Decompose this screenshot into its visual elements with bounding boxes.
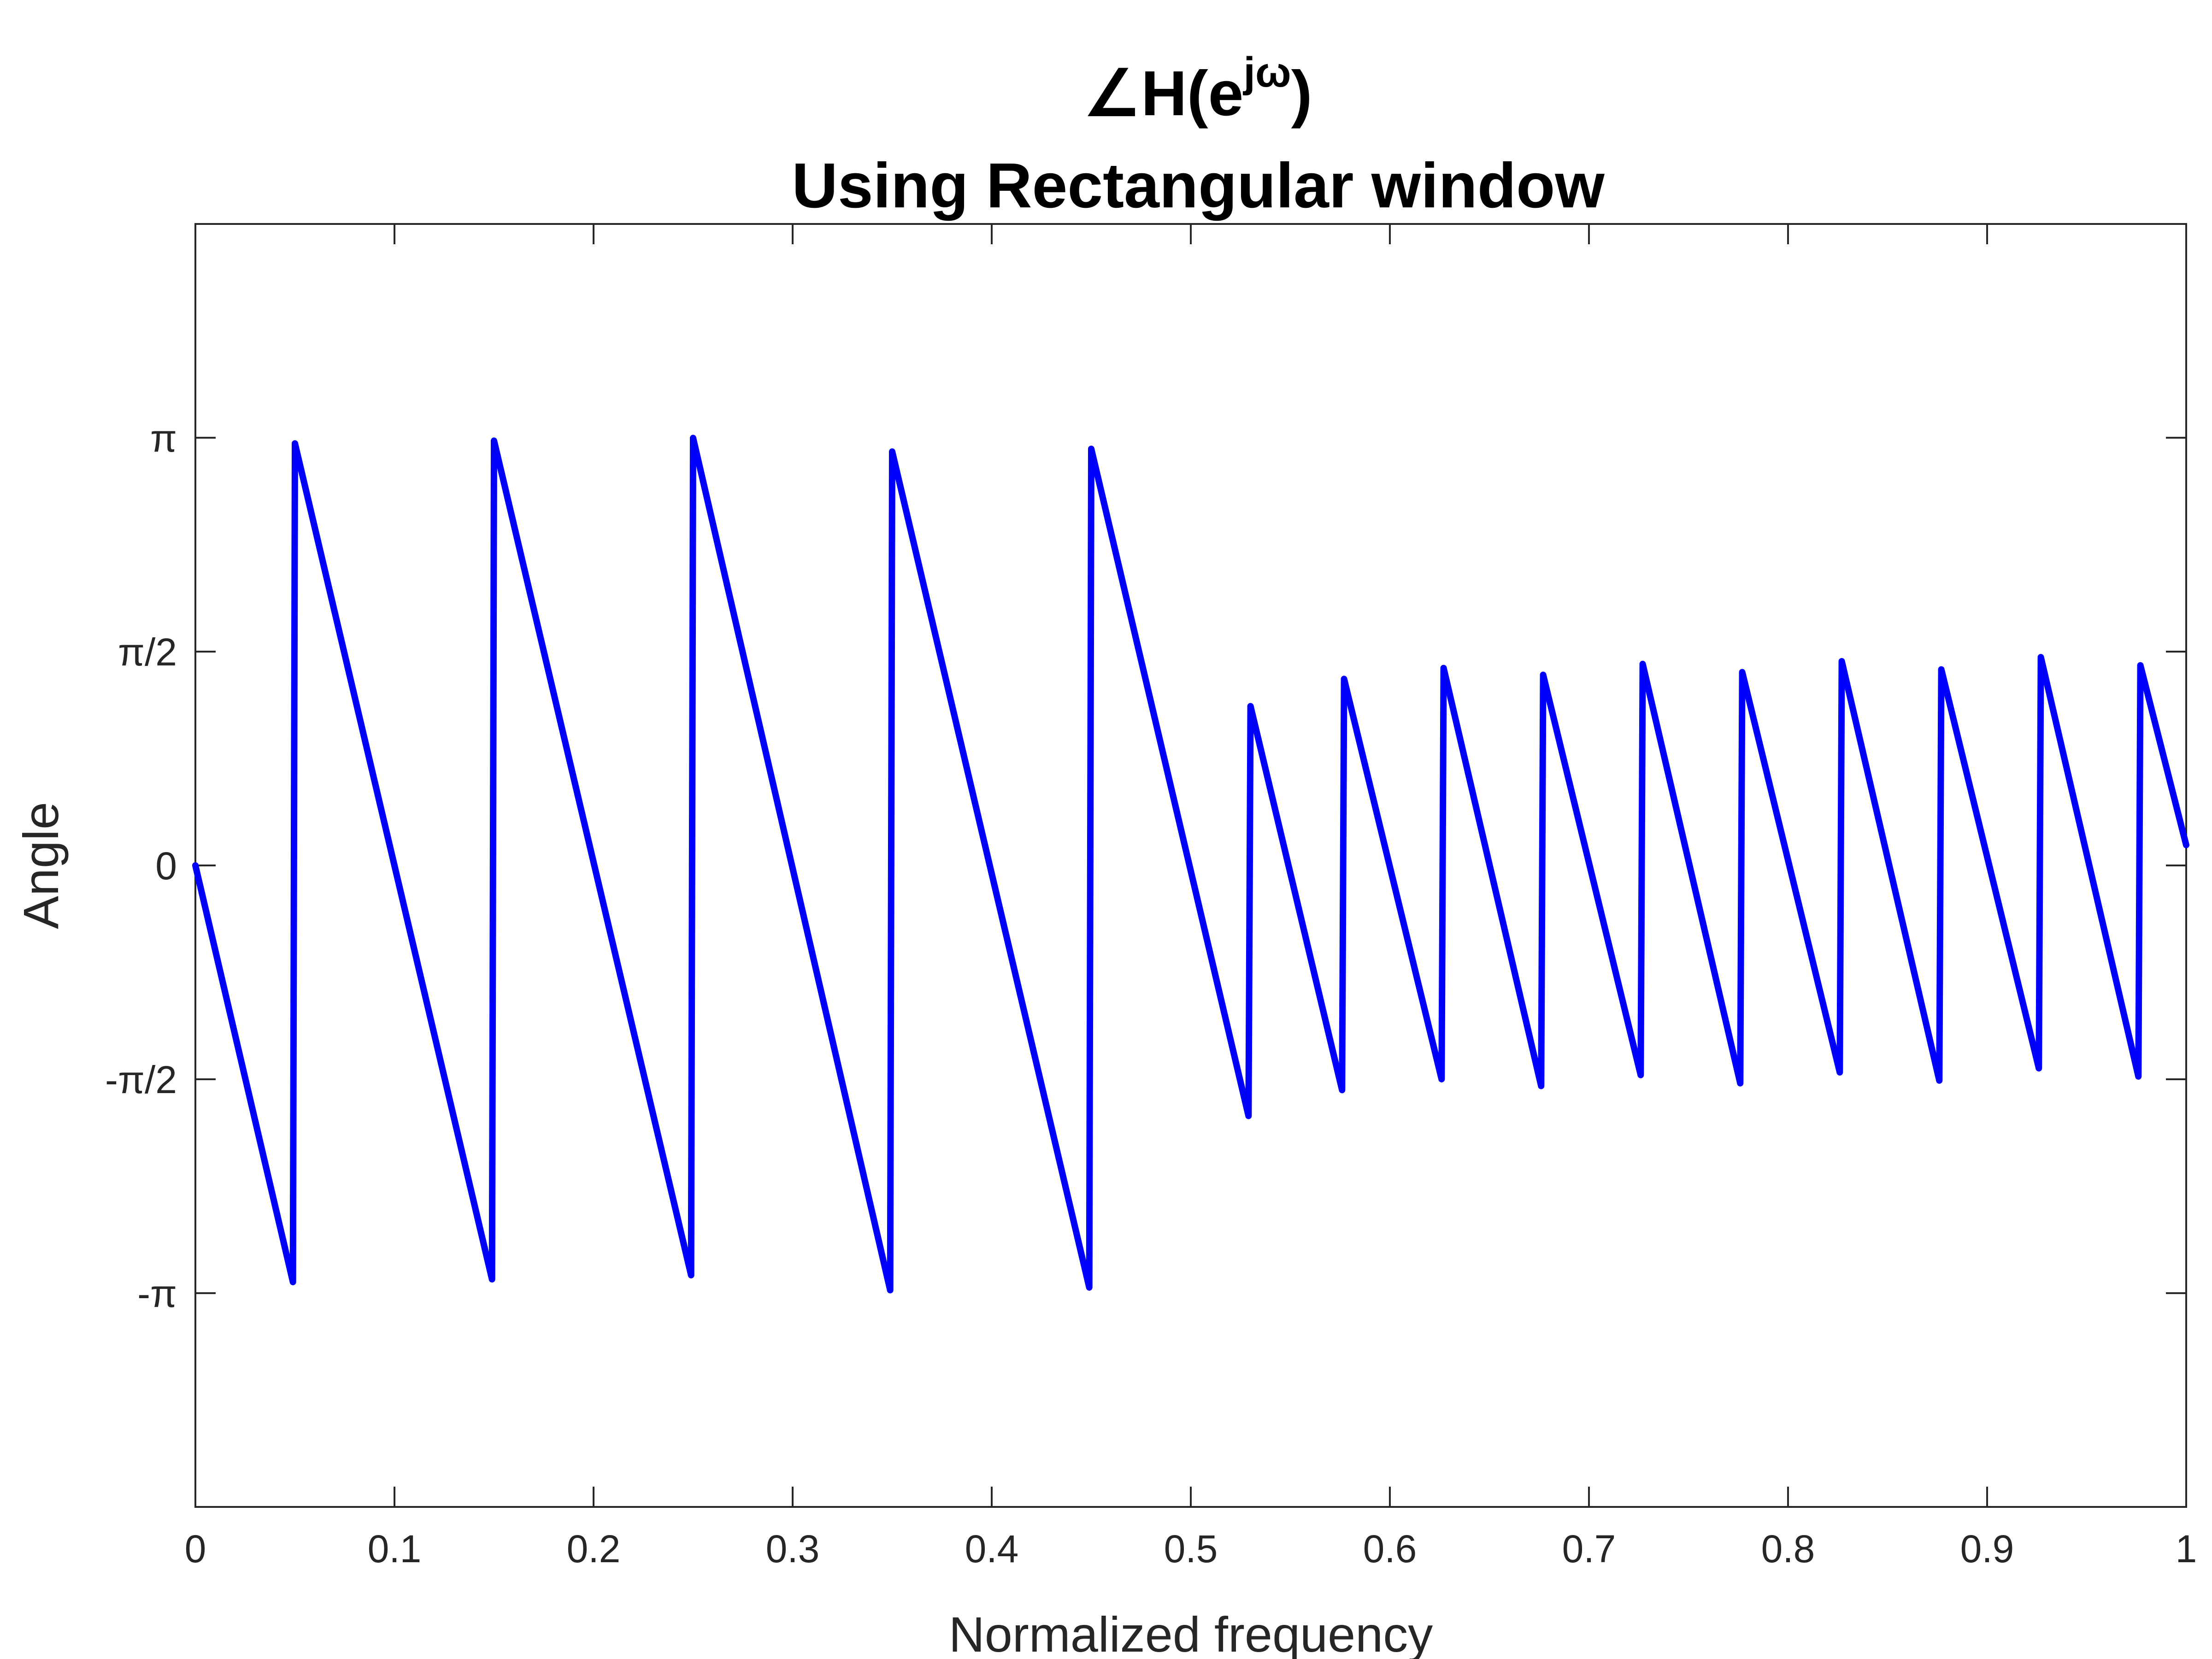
y-axis-label: Angle <box>13 802 69 929</box>
x-tick-label: 0.7 <box>1562 1527 1616 1571</box>
y-tick-label: 0 <box>155 844 177 888</box>
x-tick-label: 0.1 <box>368 1527 422 1571</box>
angle-symbol: ∠ <box>1084 58 1141 129</box>
x-axis-label: Normalized frequency <box>949 1606 1433 1659</box>
x-tick-label: 0.8 <box>1761 1527 1815 1571</box>
title-base: H(e <box>1141 58 1243 129</box>
x-tick-label: 0 <box>185 1527 206 1571</box>
y-tick-label: -π/2 <box>105 1058 177 1101</box>
title-superscript: jω <box>1242 49 1291 96</box>
x-tick-label: 0.2 <box>567 1527 621 1571</box>
x-tick-label: 0.5 <box>1164 1527 1218 1571</box>
x-tick-label: 0.3 <box>766 1527 820 1571</box>
title-close: ) <box>1291 58 1312 129</box>
y-tick-label: π <box>150 417 177 460</box>
series-line <box>192 435 2189 1294</box>
x-tick-label: 1 <box>2176 1527 2197 1571</box>
series-layer <box>192 435 2189 1294</box>
chart-subtitle: Using Rectangular window <box>792 150 1605 221</box>
chart-title: ∠H(ejω) <box>1084 49 1312 129</box>
y-tick-label: π/2 <box>118 630 177 674</box>
x-tick-label: 0.6 <box>1363 1527 1417 1571</box>
y-ticks: -π -π/2 0 π/2 π <box>105 417 2186 1315</box>
x-ticks: 0 0.1 0.2 0.3 0.4 0.5 0.6 0.7 0.8 0.9 1 <box>185 224 2197 1571</box>
y-tick-label: -π <box>137 1272 177 1315</box>
x-tick-label: 0.9 <box>1960 1527 2014 1571</box>
x-tick-label: 0.4 <box>965 1527 1019 1571</box>
